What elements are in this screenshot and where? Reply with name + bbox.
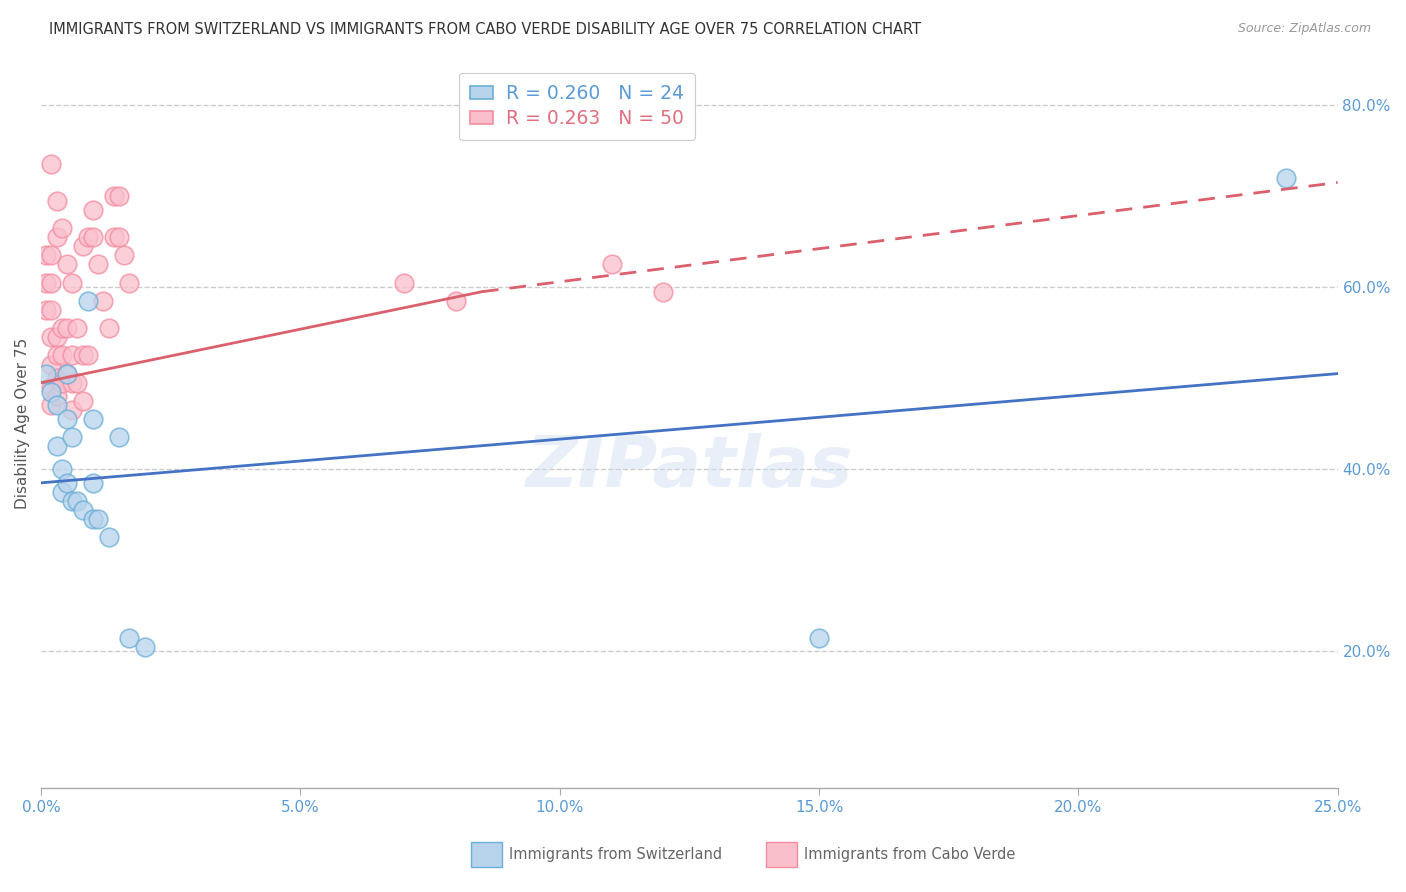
Point (56, 367, 79, 381)
Point (82, 512, 104, 526)
Point (87, 512, 110, 526)
Text: IMMIGRANTS FROM SWITZERLAND VS IMMIGRANTS FROM CABO VERDE DISABILITY AGE OVER 75: IMMIGRANTS FROM SWITZERLAND VS IMMIGRANT… (49, 22, 921, 37)
Text: Immigrants from Cabo Verde: Immigrants from Cabo Verde (804, 847, 1015, 862)
Point (93, 293, 115, 308)
Point (82, 202, 104, 217)
Point (51, 348, 73, 362)
Point (56, 257, 79, 271)
Point (56, 475, 79, 490)
Point (108, 230, 131, 244)
Point (51, 221, 73, 235)
Point (41, 302, 63, 317)
Point (51, 376, 73, 390)
Point (45, 194, 67, 208)
Point (60, 276, 83, 290)
Point (82, 412, 104, 426)
Point (118, 631, 141, 645)
Point (35, 367, 58, 381)
Text: ZIPatlas: ZIPatlas (526, 433, 853, 502)
Point (41, 358, 63, 372)
Point (60, 348, 83, 362)
Point (112, 248, 135, 262)
Point (97, 531, 120, 545)
Point (103, 230, 125, 244)
Point (35, 248, 58, 262)
Point (108, 189, 131, 203)
Point (41, 380, 63, 394)
Point (41, 330, 63, 344)
Point (82, 230, 104, 244)
Point (56, 321, 79, 335)
Point (56, 412, 79, 426)
Text: Source: ZipAtlas.com: Source: ZipAtlas.com (1237, 22, 1371, 36)
Point (66, 376, 89, 390)
Point (45, 371, 67, 385)
Point (51, 485, 73, 500)
Point (41, 276, 63, 290)
Point (97, 321, 120, 335)
Point (45, 389, 67, 403)
Point (82, 475, 104, 490)
Point (66, 494, 89, 508)
Point (41, 157, 63, 171)
Point (41, 384, 63, 399)
Point (76, 348, 98, 362)
Point (51, 462, 73, 476)
Y-axis label: Disability Age Over 75: Disability Age Over 75 (15, 338, 30, 509)
Point (108, 430, 131, 444)
Point (134, 640, 156, 654)
Point (45, 399, 67, 413)
Point (56, 367, 79, 381)
Point (45, 348, 67, 362)
Point (66, 321, 89, 335)
Point (72, 348, 94, 362)
Point (87, 257, 110, 271)
Point (72, 393, 94, 408)
Point (45, 330, 67, 344)
Legend: R = 0.260   N = 24, R = 0.263   N = 50: R = 0.260 N = 24, R = 0.263 N = 50 (458, 72, 695, 140)
Point (60, 494, 83, 508)
Point (60, 430, 83, 444)
Point (103, 189, 125, 203)
Point (392, 276, 415, 290)
Point (652, 285, 675, 299)
Point (600, 257, 623, 271)
Point (1274, 170, 1296, 185)
Text: Immigrants from Switzerland: Immigrants from Switzerland (509, 847, 723, 862)
Point (45, 230, 67, 244)
Point (72, 503, 94, 517)
Point (444, 293, 467, 308)
Point (41, 399, 63, 413)
Point (35, 302, 58, 317)
Point (118, 276, 141, 290)
Point (35, 276, 58, 290)
Point (60, 403, 83, 417)
Point (808, 631, 831, 645)
Point (76, 293, 98, 308)
Point (76, 230, 98, 244)
Point (60, 376, 83, 390)
Point (72, 239, 94, 253)
Point (45, 439, 67, 453)
Point (41, 248, 63, 262)
Point (51, 321, 73, 335)
